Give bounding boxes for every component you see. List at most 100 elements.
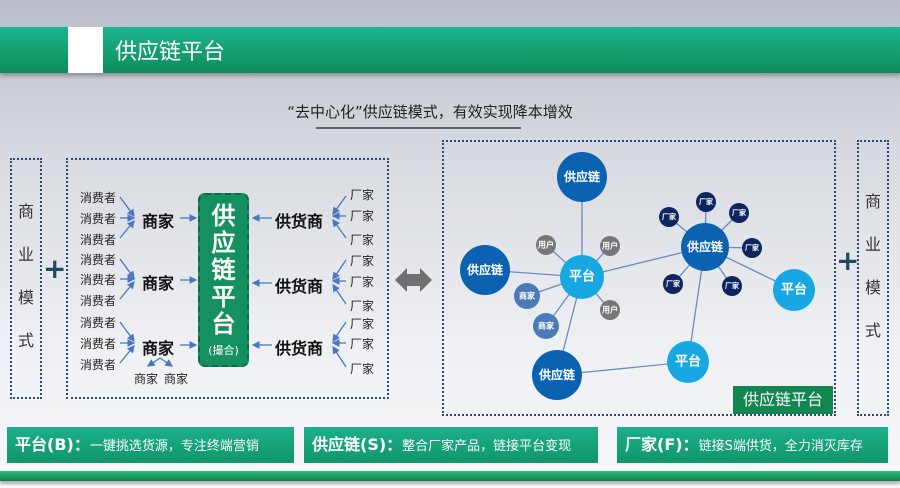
- platform-char: 平: [211, 283, 236, 311]
- platform-char: 供: [211, 202, 236, 230]
- side-char: 业: [17, 245, 34, 264]
- card-supply-chain: 供应链(S)：整合厂家产品，链接平台变现: [304, 427, 598, 463]
- factory: 厂家: [350, 233, 375, 247]
- svg-text:厂家: 厂家: [732, 208, 747, 217]
- svg-text:厂家: 厂家: [745, 243, 760, 252]
- header-bar: [0, 27, 900, 73]
- node-user: 用户: [536, 235, 556, 255]
- page-title: 供应链平台: [115, 40, 226, 65]
- node-supply-chain: 供应链: [532, 350, 582, 400]
- network-links: [484, 177, 795, 376]
- supplier: 供货商: [275, 212, 324, 231]
- factory: 厂家: [350, 299, 375, 313]
- supplier: 供货商: [275, 339, 324, 358]
- card-key: 平台(B)：: [15, 435, 90, 454]
- node-platform: 平台: [667, 341, 709, 383]
- card-platform: 平台(B)：一键挑选货源，专注终端营销: [7, 427, 294, 463]
- node-factory: 厂家: [722, 276, 742, 296]
- svg-text:供应链: 供应链: [538, 367, 576, 382]
- consumer: 消费者: [80, 294, 117, 308]
- svg-text:平台: 平台: [569, 269, 595, 285]
- consumer: 消费者: [80, 316, 117, 330]
- platform-char: 台: [211, 310, 236, 338]
- side-char: 模: [17, 288, 34, 307]
- side-char: 业: [864, 235, 881, 254]
- svg-text:厂家: 厂家: [699, 197, 714, 206]
- svg-text:供应链: 供应链: [563, 169, 601, 184]
- node-supply-chain: 供应链: [460, 245, 510, 295]
- node-supply-chain: 供应链: [681, 223, 729, 271]
- subtitle-underline: [316, 127, 521, 129]
- subtitle: “去中心化”供应链模式，有效实现降本增效: [287, 103, 573, 121]
- svg-text:厂家: 厂家: [662, 212, 677, 221]
- factory: 厂家: [350, 275, 375, 289]
- consumer: 消费者: [80, 233, 117, 247]
- consumer: 消费者: [80, 358, 117, 372]
- side-char: 商: [864, 192, 881, 211]
- card-key: 供应链(S)：: [312, 435, 403, 454]
- consumer: 消费者: [80, 337, 117, 351]
- node-user: 用户: [600, 236, 620, 256]
- svg-text:用户: 用户: [601, 305, 618, 315]
- header-accent: [68, 27, 103, 73]
- supply-chain-platform-block: 供 应 链 平 台 (撮合): [198, 193, 249, 367]
- plus-icon: +: [836, 244, 860, 277]
- svg-text:平台: 平台: [781, 282, 807, 298]
- supplier: 供货商: [275, 277, 324, 296]
- factory: 厂家: [350, 209, 375, 223]
- factory: 厂家: [350, 317, 375, 331]
- node-factory: 厂家: [696, 192, 716, 212]
- network-label: 供应链平台: [733, 386, 833, 414]
- side-char: 模: [864, 278, 881, 297]
- svg-text:用户: 用户: [601, 241, 618, 251]
- consumer: 消费者: [80, 191, 117, 205]
- svg-text:用户: 用户: [537, 240, 554, 250]
- side-char: 式: [864, 321, 881, 340]
- svg-text:平台: 平台: [675, 354, 701, 370]
- card-factory: 厂家(F)：链接S端供货，全力消灭库存: [617, 427, 888, 463]
- factory: 厂家: [350, 188, 375, 202]
- consumer: 消费者: [80, 273, 117, 287]
- side-char: 式: [17, 331, 34, 350]
- factory: 厂家: [350, 362, 375, 376]
- card-text: 链接S端供货，全力消灭库存: [698, 439, 863, 454]
- node-supply-chain: 供应链: [557, 152, 607, 202]
- merchant: 商家: [142, 274, 175, 293]
- node-user: 用户: [600, 300, 620, 320]
- svg-text:供应链: 供应链: [686, 239, 724, 254]
- platform-char: 链: [211, 256, 236, 284]
- svg-text:厂家: 厂家: [725, 281, 740, 290]
- card-key: 厂家(F)：: [625, 435, 699, 454]
- factory: 厂家: [350, 337, 375, 351]
- card-text: 一键挑选货源，专注终端营销: [89, 439, 259, 454]
- business-model-box-right: 商 业 模 式: [857, 140, 889, 416]
- side-char: 商: [17, 202, 34, 221]
- node-merchant: 商家: [514, 283, 540, 309]
- double-arrow-icon: [395, 268, 432, 292]
- business-model-box-left: 商 业 模 式: [10, 158, 42, 399]
- node-merchant: 商家: [533, 313, 559, 339]
- sub-merchant: 商家: [134, 372, 159, 386]
- footer-bar: [0, 471, 900, 481]
- svg-text:商家: 商家: [519, 291, 536, 301]
- network-box: [442, 140, 836, 416]
- consumer: 消费者: [80, 212, 117, 226]
- merchant: 商家: [142, 212, 175, 231]
- platform-note: (撮合): [208, 344, 239, 357]
- plus-icon: +: [43, 252, 67, 285]
- svg-text:厂家: 厂家: [666, 279, 681, 288]
- node-platform: 平台: [560, 255, 604, 299]
- svg-text:商家: 商家: [538, 321, 555, 331]
- platform-char: 应: [211, 229, 236, 257]
- factory: 厂家: [350, 254, 375, 268]
- merchant: 商家: [142, 339, 175, 358]
- platform-text: 供 应 链 平 台: [200, 203, 247, 338]
- node-factory: 厂家: [659, 207, 679, 227]
- svg-text:供应链: 供应链: [466, 262, 504, 277]
- node-factory: 厂家: [729, 203, 749, 223]
- node-factory: 厂家: [663, 274, 683, 294]
- sub-merchant: 商家: [164, 372, 189, 386]
- consumer: 消费者: [80, 253, 117, 267]
